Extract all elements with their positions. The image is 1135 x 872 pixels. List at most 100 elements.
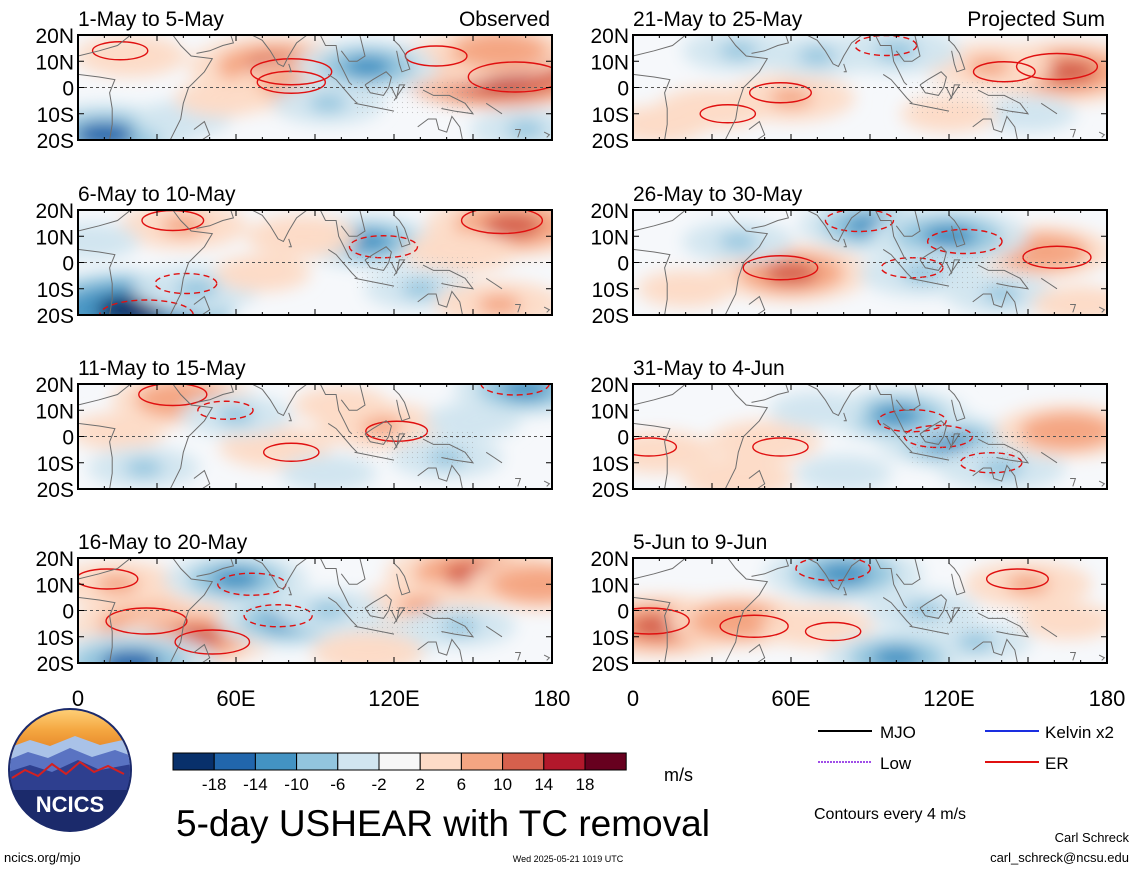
coastline <box>422 612 475 638</box>
coastline <box>169 384 214 489</box>
er-contour <box>91 41 149 61</box>
lat-tick-label: 20S <box>592 653 629 676</box>
anomaly-core <box>817 562 871 586</box>
coastline <box>319 384 353 435</box>
observed-label: Observed <box>459 8 550 31</box>
coastline <box>78 384 132 406</box>
colorbar-label: 10 <box>493 775 512 794</box>
contour-note: Contours every 4 m/s <box>814 806 966 823</box>
colorbar-swatch <box>213 752 256 771</box>
anomaly-core <box>206 90 240 106</box>
anomaly-core <box>477 295 521 314</box>
coastline <box>251 210 308 243</box>
lat-tick-label: 20S <box>37 130 74 153</box>
coastline <box>340 558 366 585</box>
anomaly-core <box>801 402 834 418</box>
lat-tick-label: 0 <box>62 78 74 101</box>
coastline <box>288 412 292 422</box>
coastline <box>633 596 671 663</box>
site-link[interactable]: ncics.org/mjo <box>4 850 81 865</box>
anomaly-core <box>483 213 542 239</box>
coastline <box>193 295 211 315</box>
panel-period: 1-May to 5-May <box>78 8 224 31</box>
coastline <box>354 625 395 635</box>
legend-low-label: Low <box>880 754 912 773</box>
anomaly-core <box>798 617 837 635</box>
lat-tick-label: 10N <box>35 51 74 74</box>
coastline <box>422 89 475 115</box>
lat-tick-label: 10N <box>590 400 629 423</box>
coastline <box>948 562 966 596</box>
coastline <box>895 210 921 237</box>
anomaly-core <box>217 407 255 424</box>
coastline <box>882 596 913 627</box>
coastline <box>327 73 358 104</box>
lat-tick-label: 0 <box>62 253 74 276</box>
anomaly-core <box>283 227 321 245</box>
coastline <box>78 210 132 232</box>
coastline <box>390 607 406 624</box>
er-contour <box>460 210 544 235</box>
coastline <box>882 248 913 279</box>
anomaly-core <box>256 438 295 456</box>
coastline <box>806 558 863 591</box>
anomaly-core <box>922 224 976 248</box>
anomaly-core <box>325 397 358 413</box>
coastline <box>364 71 392 96</box>
coastline <box>1070 652 1077 661</box>
anomaly-core <box>501 384 550 400</box>
longitude-axes: 0 60E 120E 180 0 60E 120E 180 <box>72 686 1125 711</box>
anomaly-core <box>764 261 818 285</box>
anomaly-core <box>514 573 552 595</box>
er-contour <box>926 228 1003 255</box>
coastline <box>919 246 947 271</box>
coastline <box>948 214 966 248</box>
colorbar-swatch <box>584 752 627 771</box>
er-contour <box>105 607 188 635</box>
coastline <box>843 412 847 422</box>
er-contour <box>699 104 757 124</box>
anomaly-core <box>212 568 260 590</box>
coastline <box>843 63 847 73</box>
lat-tick-label: 10N <box>590 574 629 597</box>
coastline <box>515 129 522 138</box>
coastline <box>354 451 395 461</box>
coastline <box>515 304 522 313</box>
coastline <box>393 214 411 248</box>
coastline <box>196 558 235 577</box>
anomaly-core <box>506 121 545 138</box>
lat-tick-label: 20S <box>592 130 629 153</box>
coastline <box>196 384 235 403</box>
coastline <box>485 277 503 290</box>
coastline <box>1040 625 1058 638</box>
lat-tick-label: 20S <box>592 479 629 502</box>
panel-8: 20N 10N 0 10S 20S 5-Jun to 9-Jun <box>590 531 1108 676</box>
coastline <box>909 277 950 287</box>
colorbar-swatch <box>378 752 421 771</box>
er-contour <box>795 558 872 582</box>
panel-4: 20N 10N 0 10S 20S 16-May to 20-May <box>35 531 553 676</box>
coastline <box>972 638 1018 663</box>
coastline <box>340 384 366 411</box>
coastline <box>751 35 790 54</box>
colorbar-label: -2 <box>371 775 386 794</box>
anomaly-core <box>309 94 347 112</box>
anomaly-core <box>475 40 524 62</box>
er-contour <box>1015 52 1099 81</box>
colorbar-swatch <box>543 752 586 771</box>
anomaly-core <box>827 465 860 481</box>
map-panels: 20N 10N 0 10S 20S 1-May to 5-May Observed 20N 10… <box>35 8 1108 676</box>
coastline <box>945 84 961 101</box>
coastline <box>515 652 522 661</box>
coastline <box>633 422 671 489</box>
coastline <box>751 384 790 403</box>
lat-tick-label: 20N <box>35 548 74 571</box>
coastline <box>364 246 392 271</box>
coastline <box>327 596 358 627</box>
panel-3: 20N 10N 0 10S 20S 11-May to 15-May <box>35 357 553 502</box>
coastline <box>1070 478 1077 487</box>
panel-1: 20N 10N 0 10S 20S 1-May to 5-May Observed <box>35 8 553 153</box>
coastline <box>633 210 687 232</box>
er-contour <box>972 61 1036 83</box>
coastline <box>633 248 671 315</box>
